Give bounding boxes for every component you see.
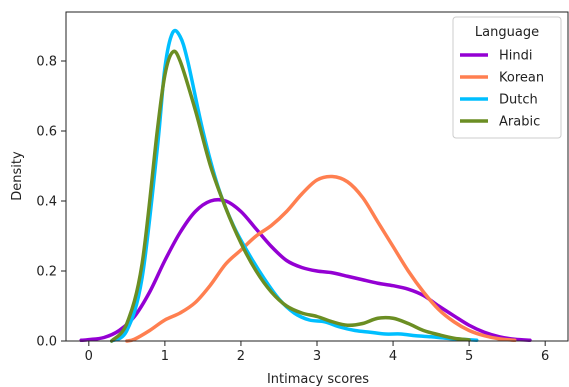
x-tick-label: 4: [389, 349, 397, 364]
y-axis-ticks: 0.0 0.2 0.4 0.6 0.8: [36, 55, 66, 350]
y-tick-label: 0.8: [36, 55, 57, 70]
legend-label-arabic: Arabic: [499, 115, 540, 130]
y-tick-label: 0.4: [36, 195, 57, 210]
legend-box: [452, 16, 562, 139]
y-axis-label: Density: [10, 151, 25, 201]
x-tick-label: 6: [541, 349, 549, 364]
x-tick-label: 0: [85, 349, 93, 364]
x-tick-label: 1: [161, 349, 169, 364]
x-axis-label: Intimacy scores: [267, 372, 369, 387]
legend: Language Hindi Korean Dutch Arabic: [452, 16, 562, 139]
x-tick-label: 3: [313, 349, 321, 364]
y-tick-label: 0.2: [36, 265, 57, 280]
x-axis-ticks: 0 1 2 3 4 5 6: [85, 341, 549, 364]
x-tick-label: 2: [237, 349, 245, 364]
x-tick-label: 5: [465, 349, 473, 364]
legend-label-hindi: Hindi: [499, 49, 533, 64]
series-line-korean: [125, 174, 517, 343]
series-line-hindi: [79, 197, 532, 343]
y-tick-label: 0.0: [36, 335, 57, 350]
y-tick-label: 0.6: [36, 125, 57, 140]
legend-label-korean: Korean: [499, 71, 544, 86]
legend-label-dutch: Dutch: [499, 93, 538, 108]
series-line-arabic: [109, 49, 471, 343]
legend-title: Language: [475, 25, 539, 40]
